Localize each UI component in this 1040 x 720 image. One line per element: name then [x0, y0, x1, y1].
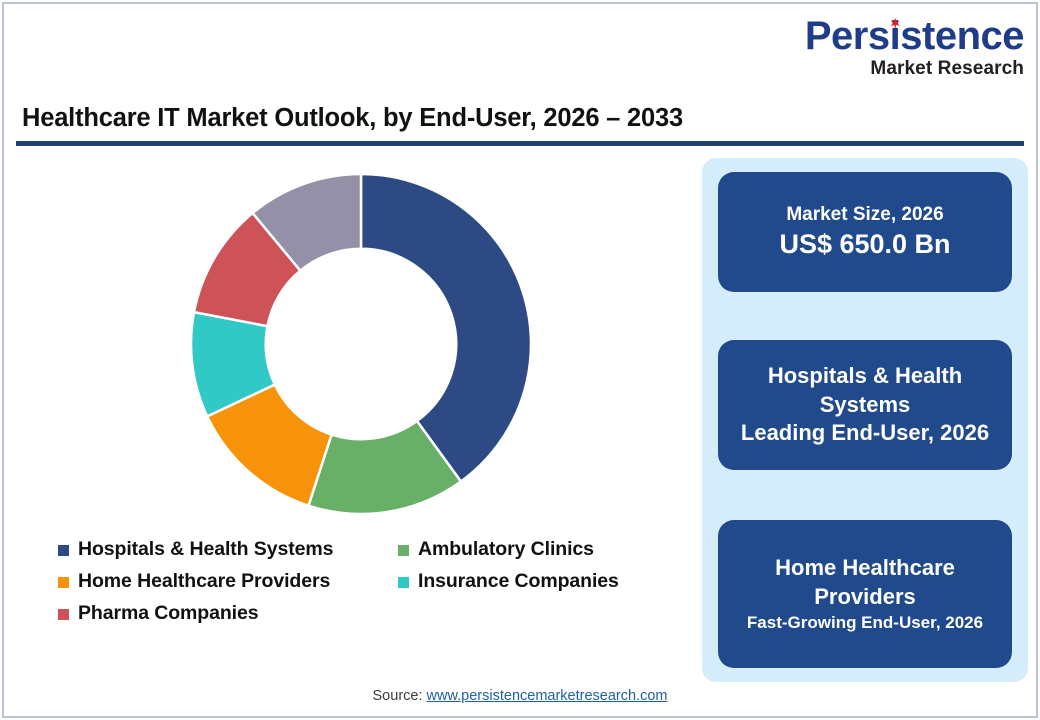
- legend-swatch-icon: [58, 545, 69, 556]
- logo-star-icon: ✶: [889, 16, 901, 31]
- page-title: Healthcare IT Market Outlook, by End-Use…: [22, 104, 683, 132]
- chart-legend: Hospitals & Health Systems Ambulatory Cli…: [58, 538, 678, 634]
- donut-chart: [185, 168, 537, 520]
- fast-growing-end-user-name-line1: Home Healthcare: [775, 555, 955, 581]
- market-size-value: US$ 650.0 Bn: [779, 228, 951, 259]
- legend-row: Home Healthcare Providers Insurance Compa…: [58, 570, 678, 593]
- highlight-card-leading-end-user: Hospitals & Health Systems Leading End-U…: [718, 340, 1012, 470]
- company-logo: Persistence ✶ Market Research: [804, 14, 1025, 79]
- donut-slice[interactable]: [250, 172, 363, 273]
- legend-row: Hospitals & Health Systems Ambulatory Cli…: [58, 538, 678, 561]
- frame-border-left: [2, 2, 4, 718]
- source-link[interactable]: www.persistencemarketresearch.com: [426, 688, 668, 704]
- legend-item-label: Ambulatory Clinics: [418, 538, 594, 560]
- legend-item[interactable]: Hospitals & Health Systems: [58, 538, 398, 561]
- logo-wordmark-i: i: [889, 14, 901, 58]
- logo-wordmark-part2: stence: [900, 14, 1024, 58]
- fast-growing-end-user-caption: Fast-Growing End-User, 2026: [746, 612, 984, 632]
- source-footer: Source: www.persistencemarketresearch.co…: [0, 688, 1040, 704]
- donut-chart-svg: [189, 172, 533, 516]
- source-label: Source:: [372, 688, 423, 704]
- logo-tagline: Market Research: [870, 58, 1024, 79]
- legend-item-label: Insurance Companies: [418, 570, 619, 592]
- legend-item-label: Pharma Companies: [78, 602, 259, 624]
- legend-item[interactable]: Insurance Companies: [398, 570, 678, 593]
- legend-swatch-icon: [58, 609, 69, 620]
- logo-wordmark: Persistence ✶: [804, 14, 1025, 58]
- frame-border-bottom: [2, 716, 1038, 718]
- title-underline-rule: [16, 141, 1024, 146]
- leading-end-user-name-line1: Hospitals & Health: [767, 363, 963, 389]
- highlights-panel: Market Size, 2026 US$ 650.0 Bn Hospitals…: [702, 158, 1028, 682]
- legend-item-label: Hospitals & Health Systems: [78, 538, 334, 560]
- fast-growing-end-user-name-line2: Providers: [814, 583, 916, 609]
- legend-item[interactable]: Home Healthcare Providers: [58, 570, 398, 593]
- frame-border-right: [1036, 2, 1038, 718]
- leading-end-user-caption: Leading End-User, 2026: [740, 420, 990, 446]
- donut-slice[interactable]: [359, 172, 533, 484]
- highlight-card-market-size: Market Size, 2026 US$ 650.0 Bn: [718, 172, 1012, 292]
- frame-border-top: [2, 2, 1038, 4]
- legend-swatch-icon: [398, 545, 409, 556]
- leading-end-user-name-line2: Systems: [819, 391, 911, 417]
- highlight-card-fast-growing-end-user: Home Healthcare Providers Fast-Growing E…: [718, 520, 1012, 668]
- legend-item[interactable]: Pharma Companies: [58, 602, 398, 625]
- legend-row: Pharma Companies: [58, 602, 678, 625]
- market-size-label: Market Size, 2026: [786, 204, 944, 226]
- legend-item-label: Home Healthcare Providers: [78, 570, 331, 592]
- legend-swatch-icon: [398, 577, 409, 588]
- legend-swatch-icon: [58, 577, 69, 588]
- legend-item[interactable]: Ambulatory Clinics: [398, 538, 678, 561]
- logo-wordmark-part1: Pers: [804, 14, 890, 58]
